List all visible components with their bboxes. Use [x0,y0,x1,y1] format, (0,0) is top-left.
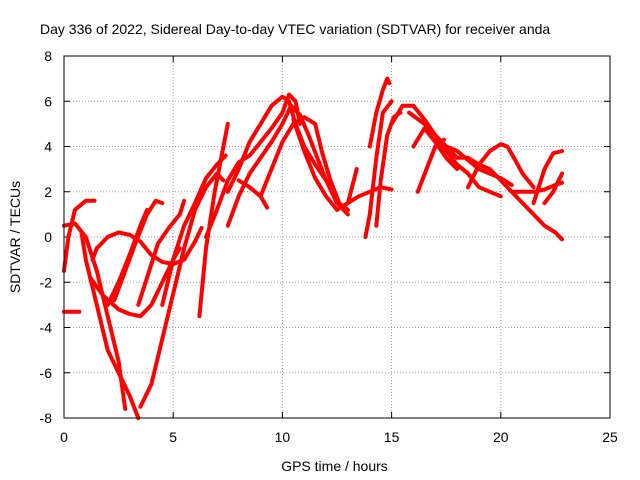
series-arc-20 [363,99,394,239]
series-arc-30 [531,149,564,206]
series-arc-23 [389,103,503,199]
x-tick-label: 20 [493,429,509,445]
chart-title: Day 336 of 2022, Sidereal Day-to-day VTE… [40,21,550,37]
x-tick-label: 0 [60,429,68,445]
series-arc-10 [138,171,226,409]
plot-area [62,76,564,420]
series-arc-27 [444,144,564,242]
series-arc-17 [258,115,350,212]
axis-ticks: 0 5 10 15 20 25 -8 -6 -4 -2 0 2 4 6 8 [40,48,618,445]
series-arc-8 [112,198,165,303]
x-tick-label: 25 [602,429,618,445]
series-arc-9 [136,198,187,307]
series-arc-26 [415,137,446,194]
y-tick-label: -8 [40,410,53,426]
series-arc-15 [225,103,329,228]
series-arc-16 [236,178,270,210]
y-tick-label: 2 [44,184,52,200]
series-arc-1 [62,221,128,411]
x-tick-label: 10 [275,429,291,445]
y-tick-label: -6 [40,365,53,381]
y-tick-label: -2 [40,274,53,290]
series-arc-19 [345,185,394,206]
series-arc-13 [204,92,302,239]
series-arc-31 [542,171,564,206]
y-tick-label: 0 [44,229,52,245]
y-tick-label: 8 [44,48,52,64]
series-arc-21 [367,76,392,149]
series-arc-28 [466,142,536,190]
plot-frame [63,55,611,419]
y-tick-label: 4 [44,139,52,155]
series-arc-12 [197,121,230,319]
y-tick-label: -4 [40,320,53,336]
x-tick-label: 5 [169,429,177,445]
series-arc-3 [62,198,97,273]
y-axis-label: SDTVAR / TECUs [7,181,23,293]
grid [64,56,610,418]
series-arc-4 [79,230,141,420]
series-arc-25 [411,126,460,172]
x-axis-label: GPS time / hours [281,458,388,474]
series-arc-6 [90,225,204,267]
y-tick-label: 6 [44,93,52,109]
x-tick-label: 15 [384,429,400,445]
series-arc-11 [160,153,228,307]
